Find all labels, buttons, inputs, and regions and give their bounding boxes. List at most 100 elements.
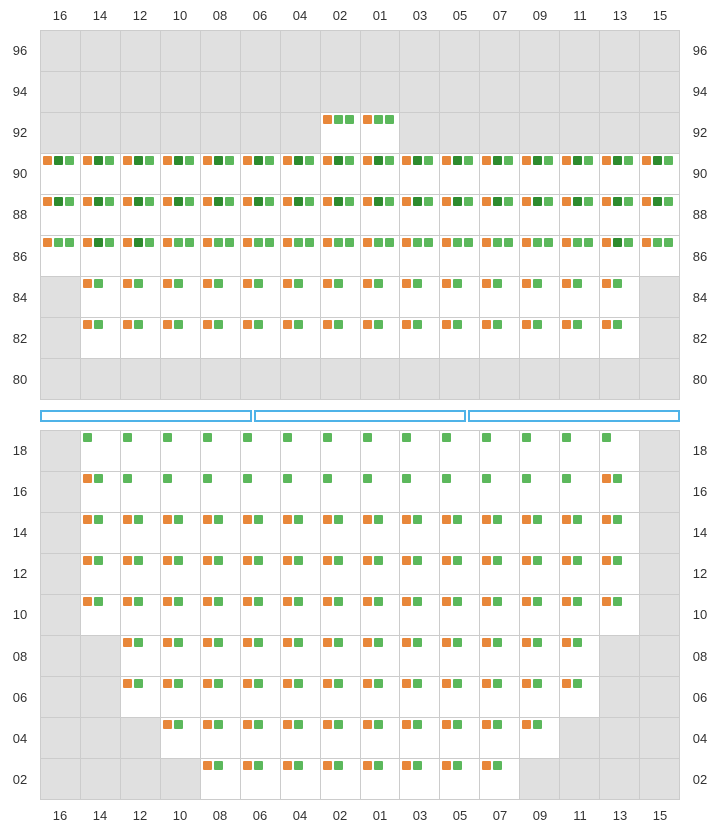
seat-marker[interactable] xyxy=(254,197,263,206)
seat-cell[interactable] xyxy=(161,195,200,235)
seat-marker[interactable] xyxy=(413,556,422,565)
seat-cell[interactable] xyxy=(361,431,400,471)
seat-cell[interactable] xyxy=(121,431,160,471)
seat-cell[interactable] xyxy=(361,113,400,153)
seat-marker[interactable] xyxy=(345,156,354,165)
seat-cell[interactable] xyxy=(480,277,519,317)
seat-marker[interactable] xyxy=(334,279,343,288)
seat-cell[interactable] xyxy=(480,236,519,276)
seat-cell[interactable] xyxy=(321,513,360,553)
seat-cell[interactable] xyxy=(121,277,160,317)
seat-marker[interactable] xyxy=(163,720,172,729)
seat-marker[interactable] xyxy=(464,238,473,247)
seat-cell[interactable] xyxy=(321,636,360,676)
seat-marker[interactable] xyxy=(145,156,154,165)
seat-marker[interactable] xyxy=(225,238,234,247)
seat-marker[interactable] xyxy=(254,597,263,606)
seat-marker[interactable] xyxy=(374,197,383,206)
seat-cell[interactable] xyxy=(41,195,80,235)
seat-marker[interactable] xyxy=(453,679,462,688)
seat-cell[interactable] xyxy=(241,677,280,717)
seat-marker[interactable] xyxy=(363,515,372,524)
seat-marker[interactable] xyxy=(294,597,303,606)
seat-cell[interactable] xyxy=(201,472,240,512)
seat-marker[interactable] xyxy=(265,156,274,165)
seat-cell[interactable] xyxy=(560,236,599,276)
seat-cell[interactable] xyxy=(241,759,280,799)
seat-marker[interactable] xyxy=(584,238,593,247)
seat-cell[interactable] xyxy=(81,318,120,358)
seat-marker[interactable] xyxy=(453,238,462,247)
seat-marker[interactable] xyxy=(544,238,553,247)
seat-marker[interactable] xyxy=(334,720,343,729)
seat-cell[interactable] xyxy=(41,236,80,276)
seat-cell[interactable] xyxy=(480,431,519,471)
seat-marker[interactable] xyxy=(363,115,372,124)
seat-marker[interactable] xyxy=(283,474,292,483)
seat-marker[interactable] xyxy=(334,156,343,165)
seat-marker[interactable] xyxy=(283,197,292,206)
seat-cell[interactable] xyxy=(201,554,240,594)
seat-marker[interactable] xyxy=(504,238,513,247)
seat-cell[interactable] xyxy=(480,513,519,553)
seat-marker[interactable] xyxy=(442,720,451,729)
seat-marker[interactable] xyxy=(203,556,212,565)
seat-cell[interactable] xyxy=(241,554,280,594)
seat-cell[interactable] xyxy=(281,554,320,594)
seat-marker[interactable] xyxy=(522,279,531,288)
seat-marker[interactable] xyxy=(163,433,172,442)
seat-marker[interactable] xyxy=(123,597,132,606)
seat-marker[interactable] xyxy=(402,474,411,483)
seat-marker[interactable] xyxy=(424,156,433,165)
seat-marker[interactable] xyxy=(482,761,491,770)
seat-marker[interactable] xyxy=(385,197,394,206)
seat-marker[interactable] xyxy=(203,638,212,647)
seat-marker[interactable] xyxy=(533,279,542,288)
seat-marker[interactable] xyxy=(493,515,502,524)
seat-cell[interactable] xyxy=(281,277,320,317)
seat-marker[interactable] xyxy=(613,156,622,165)
seat-marker[interactable] xyxy=(385,115,394,124)
seat-marker[interactable] xyxy=(243,679,252,688)
seat-marker[interactable] xyxy=(493,156,502,165)
seat-marker[interactable] xyxy=(482,320,491,329)
seat-marker[interactable] xyxy=(533,720,542,729)
seat-marker[interactable] xyxy=(493,761,502,770)
seat-marker[interactable] xyxy=(134,638,143,647)
seat-cell[interactable] xyxy=(560,513,599,553)
seat-marker[interactable] xyxy=(374,556,383,565)
seat-cell[interactable] xyxy=(161,636,200,676)
seat-marker[interactable] xyxy=(163,279,172,288)
seat-marker[interactable] xyxy=(413,156,422,165)
seat-marker[interactable] xyxy=(334,197,343,206)
seat-marker[interactable] xyxy=(493,320,502,329)
seat-marker[interactable] xyxy=(374,515,383,524)
seat-marker[interactable] xyxy=(573,556,582,565)
seat-marker[interactable] xyxy=(493,556,502,565)
seat-marker[interactable] xyxy=(43,238,52,247)
seat-marker[interactable] xyxy=(243,238,252,247)
seat-marker[interactable] xyxy=(174,238,183,247)
seat-cell[interactable] xyxy=(161,677,200,717)
seat-cell[interactable] xyxy=(440,718,479,758)
seat-marker[interactable] xyxy=(522,720,531,729)
seat-marker[interactable] xyxy=(374,720,383,729)
seat-cell[interactable] xyxy=(241,277,280,317)
seat-marker[interactable] xyxy=(214,597,223,606)
seat-cell[interactable] xyxy=(201,759,240,799)
seat-marker[interactable] xyxy=(562,474,571,483)
seat-marker[interactable] xyxy=(203,720,212,729)
seat-marker[interactable] xyxy=(203,433,212,442)
seat-marker[interactable] xyxy=(294,638,303,647)
seat-marker[interactable] xyxy=(602,556,611,565)
seat-marker[interactable] xyxy=(533,597,542,606)
seat-cell[interactable] xyxy=(161,513,200,553)
seat-marker[interactable] xyxy=(562,597,571,606)
seat-marker[interactable] xyxy=(453,197,462,206)
seat-marker[interactable] xyxy=(254,720,263,729)
seat-cell[interactable] xyxy=(520,677,559,717)
seat-cell[interactable] xyxy=(281,677,320,717)
seat-cell[interactable] xyxy=(440,431,479,471)
seat-marker[interactable] xyxy=(402,720,411,729)
seat-marker[interactable] xyxy=(94,556,103,565)
